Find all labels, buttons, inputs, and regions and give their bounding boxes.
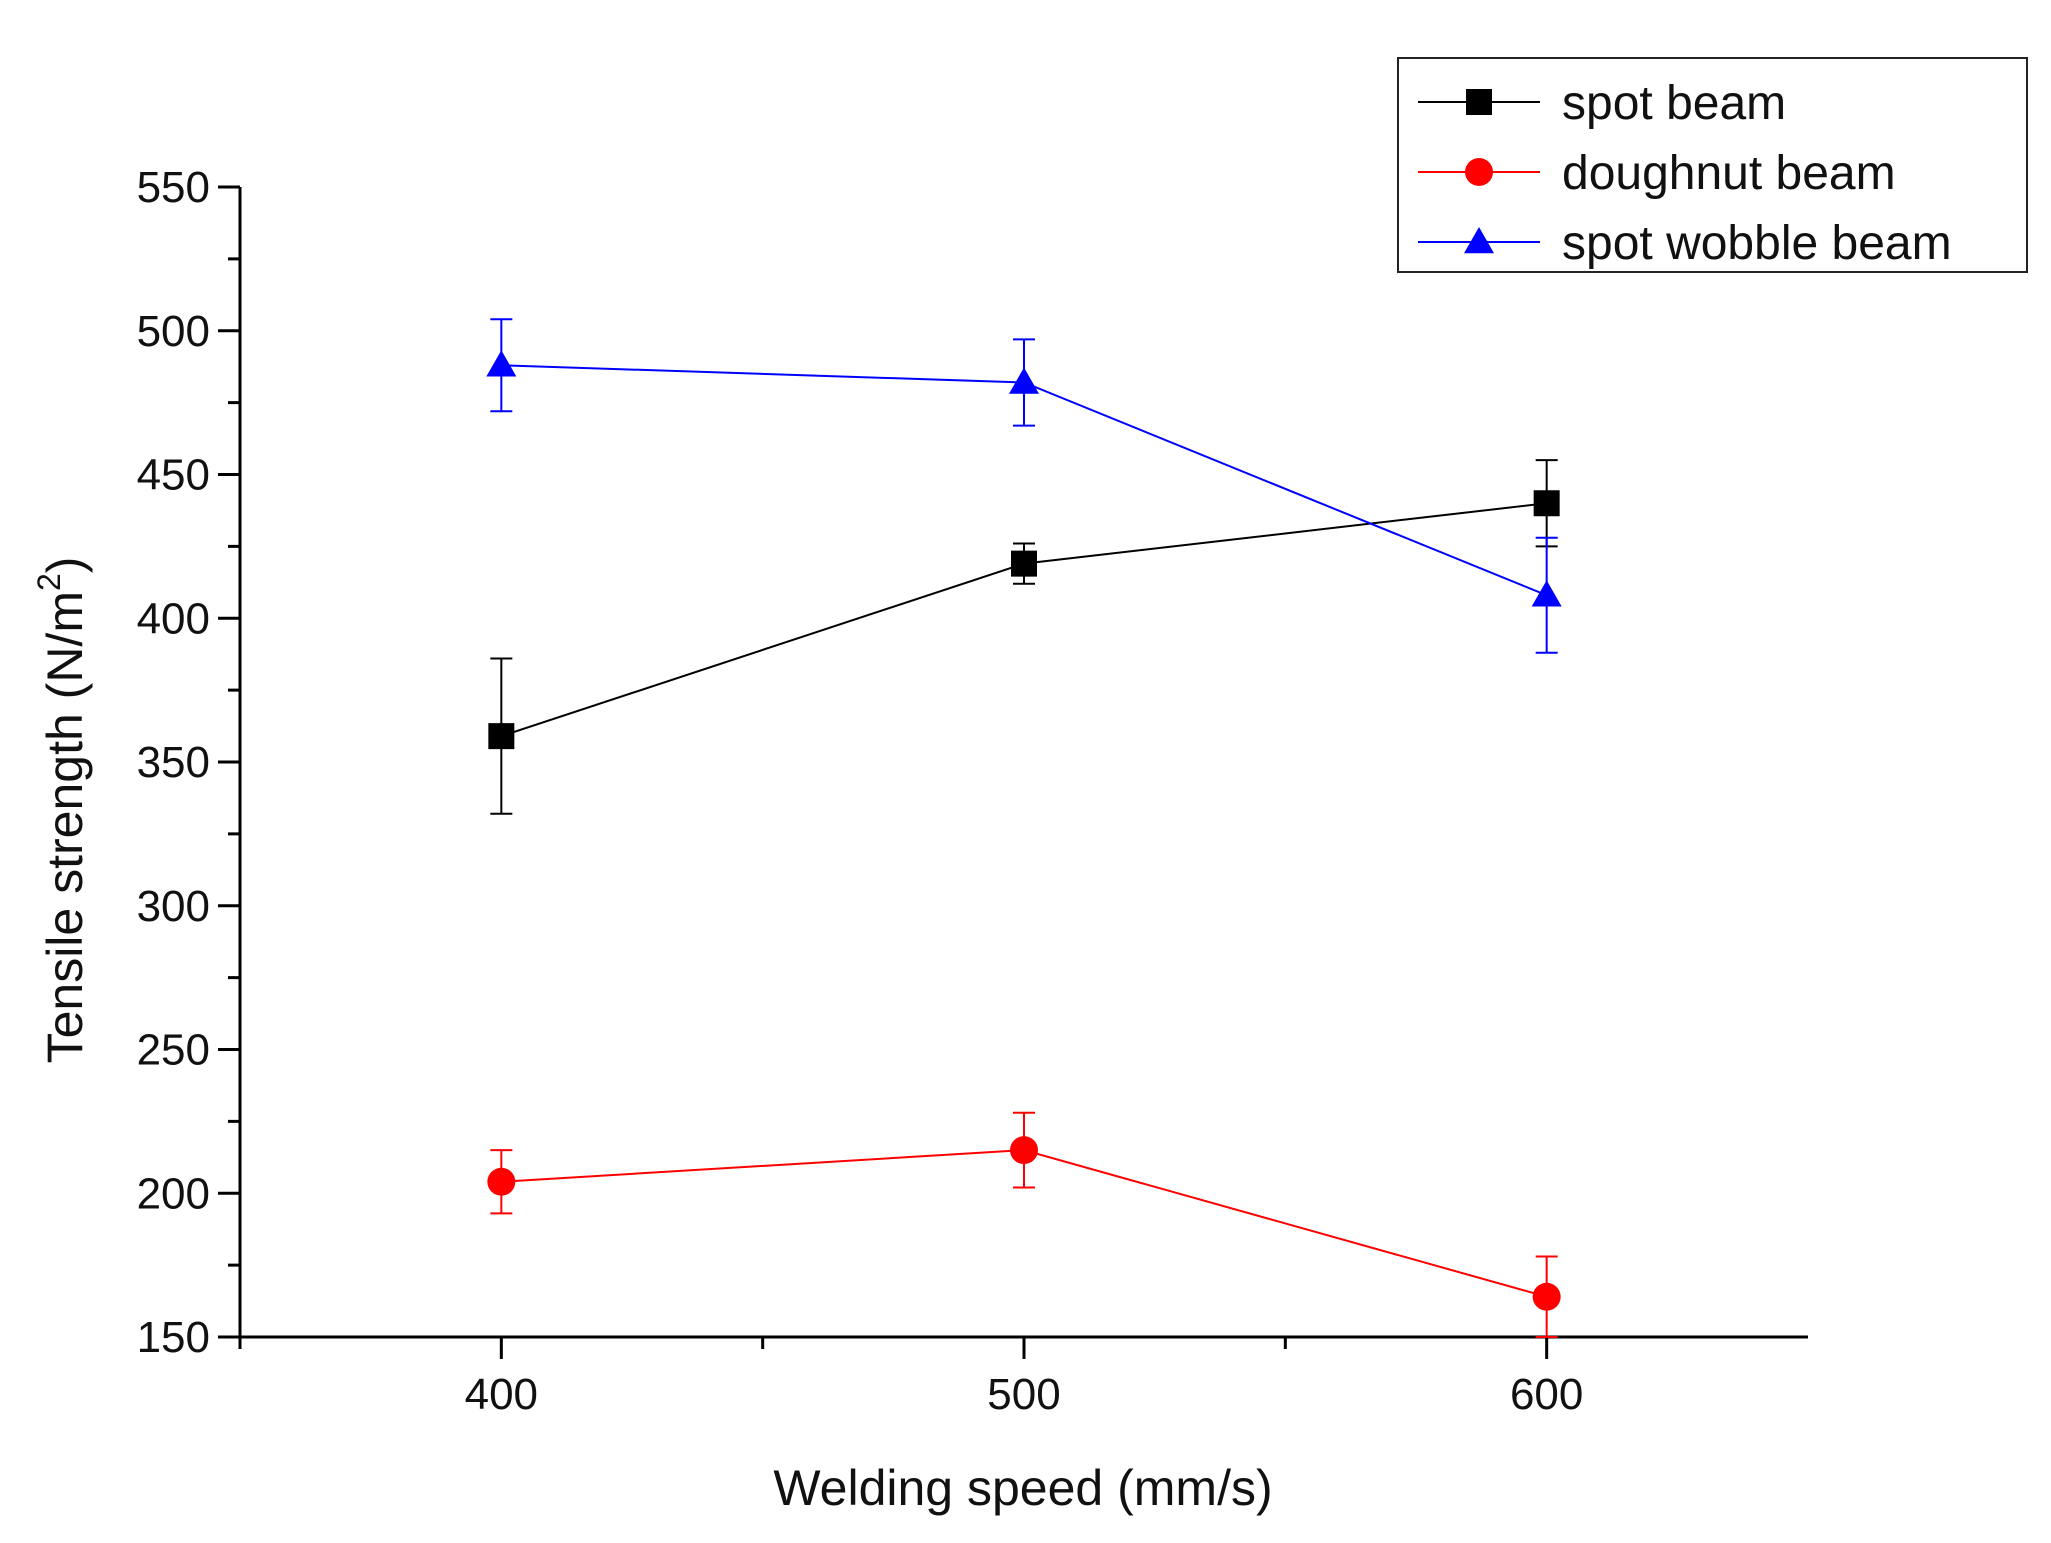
data-point bbox=[1533, 490, 1560, 517]
legend-marker bbox=[1464, 227, 1494, 254]
x-tick-label: 500 bbox=[987, 1370, 1060, 1419]
y-tick-label: 500 bbox=[137, 307, 210, 356]
y-tick-label: 350 bbox=[137, 738, 210, 787]
series-layer bbox=[486, 318, 1562, 1338]
data-point bbox=[1010, 1136, 1038, 1165]
y-tick-label: 450 bbox=[137, 451, 210, 500]
legend-entry-spot-beam: spot beam bbox=[1418, 77, 1786, 130]
y-tick-label: 250 bbox=[137, 1026, 210, 1075]
axes: 150 200 250 300 350 400 450 500 550 400 500 600 bbox=[137, 163, 1808, 1419]
legend: spot beam doughnut beam spot wobble beam bbox=[1397, 57, 2028, 273]
data-point bbox=[1009, 367, 1039, 394]
data-point bbox=[1011, 550, 1037, 577]
y-axis-title-suffix: ) bbox=[37, 557, 93, 574]
legend-marker bbox=[1465, 158, 1493, 186]
x-tick-label: 600 bbox=[1510, 1370, 1583, 1419]
legend-label: doughnut beam bbox=[1562, 147, 1896, 200]
y-axis-title-main: Tensile strength (N/m bbox=[37, 591, 93, 1063]
x-tick-label: 400 bbox=[465, 1370, 538, 1419]
series-line bbox=[501, 502, 1547, 738]
y-axis-title-superscript: 2 bbox=[31, 573, 67, 591]
y-tick-label: 150 bbox=[137, 1313, 210, 1362]
y-tick-label: 400 bbox=[137, 594, 210, 643]
legend-entry-spot-wobble-beam: spot wobble beam bbox=[1418, 217, 1952, 270]
data-point bbox=[1531, 580, 1562, 607]
y-axis-title: Tensile strength (N/m2) bbox=[31, 557, 93, 1064]
legend-entry-doughnut-beam: doughnut beam bbox=[1418, 147, 1896, 200]
legend-box bbox=[1397, 57, 2028, 273]
y-tick-label: 550 bbox=[137, 163, 210, 212]
data-point bbox=[488, 723, 515, 750]
x-axis-title: Welding speed (mm/s) bbox=[773, 1460, 1272, 1516]
data-point bbox=[487, 1167, 516, 1196]
legend-label: spot beam bbox=[1562, 77, 1786, 130]
legend-marker bbox=[1466, 89, 1492, 115]
y-tick-label: 300 bbox=[137, 882, 210, 931]
data-point bbox=[486, 350, 517, 377]
legend-label: spot wobble beam bbox=[1562, 217, 1952, 270]
data-point bbox=[1532, 1282, 1561, 1311]
y-tick-label: 200 bbox=[137, 1169, 210, 1218]
series-spot-beam bbox=[488, 459, 1560, 815]
series-doughnut-beam bbox=[487, 1111, 1561, 1338]
series-spot-wobble-beam bbox=[486, 318, 1562, 654]
